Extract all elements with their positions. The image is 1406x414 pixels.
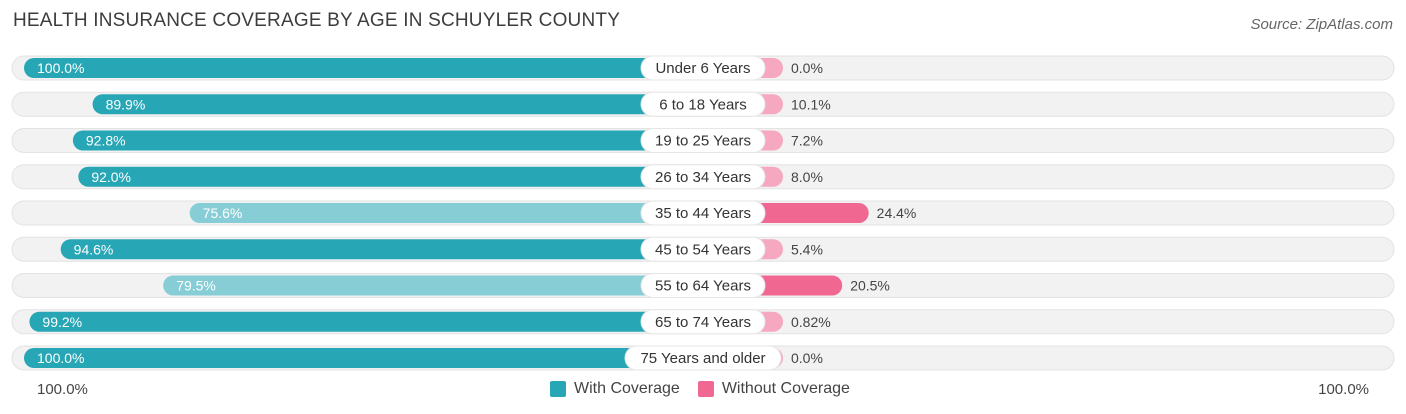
bar-with-coverage	[60, 239, 703, 260]
bar-label-without: 20.5%	[850, 278, 890, 294]
bar-label-with: 100.0%	[37, 350, 84, 366]
category-pill	[640, 91, 766, 117]
bar-label-with: 94.6%	[74, 241, 114, 257]
bar-label-without: 24.4%	[877, 205, 917, 221]
legend-label-without: Without Coverage	[721, 380, 850, 397]
category-label: 26 to 34 Years	[655, 169, 751, 186]
category-pill	[640, 55, 766, 81]
bar-label-without: 0.0%	[791, 350, 823, 366]
bar-label-without: 7.2%	[791, 133, 823, 149]
axis-right-label: 100.0%	[1318, 381, 1369, 398]
bar-label-without: 0.0%	[791, 60, 823, 76]
bar-with-coverage	[92, 94, 704, 115]
category-pill	[640, 309, 766, 335]
bar-label-with: 92.8%	[86, 133, 126, 149]
bar-label-without: 0.82%	[791, 314, 831, 330]
bar-label-with: 99.2%	[42, 314, 82, 330]
category-label: 6 to 18 Years	[659, 96, 747, 113]
category-pill	[640, 128, 766, 153]
bar-with-coverage	[29, 311, 703, 332]
category-label: 35 to 44 Years	[655, 205, 751, 222]
bar-label-with: 100.0%	[37, 60, 84, 76]
category-pill	[624, 345, 782, 371]
bar-with-coverage	[72, 130, 703, 151]
bar-label-with: 75.6%	[203, 205, 243, 221]
bar-with-coverage	[78, 166, 703, 187]
bar-label-with: 92.0%	[91, 169, 131, 185]
bar-with-coverage	[24, 348, 703, 368]
category-label: 75 Years and older	[640, 350, 765, 367]
legend-swatch-without	[697, 381, 714, 397]
legend-item-without[interactable]: Without Coverage	[697, 380, 850, 398]
legend: With Coverage Without Coverage	[550, 380, 868, 398]
bar-label-without: 8.0%	[791, 169, 823, 185]
chart-title: HEALTH INSURANCE COVERAGE BY AGE IN SCHU…	[13, 10, 621, 31]
category-label: 65 to 74 Years	[655, 314, 751, 331]
bar-label-without: 5.4%	[791, 241, 823, 257]
category-pill	[640, 164, 766, 190]
category-label: 19 to 25 Years	[655, 133, 751, 150]
category-pill	[640, 200, 766, 226]
category-label: Under 6 Years	[655, 60, 750, 77]
source-label: Source: ZipAtlas.com	[1250, 16, 1393, 33]
legend-item-with[interactable]: With Coverage	[550, 380, 680, 398]
bar-with-coverage	[163, 275, 703, 296]
legend-swatch-with	[550, 381, 566, 397]
bar-label-with: 79.5%	[176, 278, 216, 294]
bar-with-coverage	[24, 58, 703, 78]
bar-with-coverage	[189, 203, 703, 223]
category-pill	[640, 236, 766, 262]
legend-label-with: With Coverage	[574, 380, 680, 397]
axis-left-label: 100.0%	[37, 381, 88, 398]
category-pill	[640, 273, 766, 298]
category-label: 45 to 54 Years	[655, 241, 751, 258]
bar-label-with: 89.9%	[106, 96, 146, 112]
bar-label-without: 10.1%	[791, 96, 831, 112]
category-label: 55 to 64 Years	[655, 278, 751, 295]
